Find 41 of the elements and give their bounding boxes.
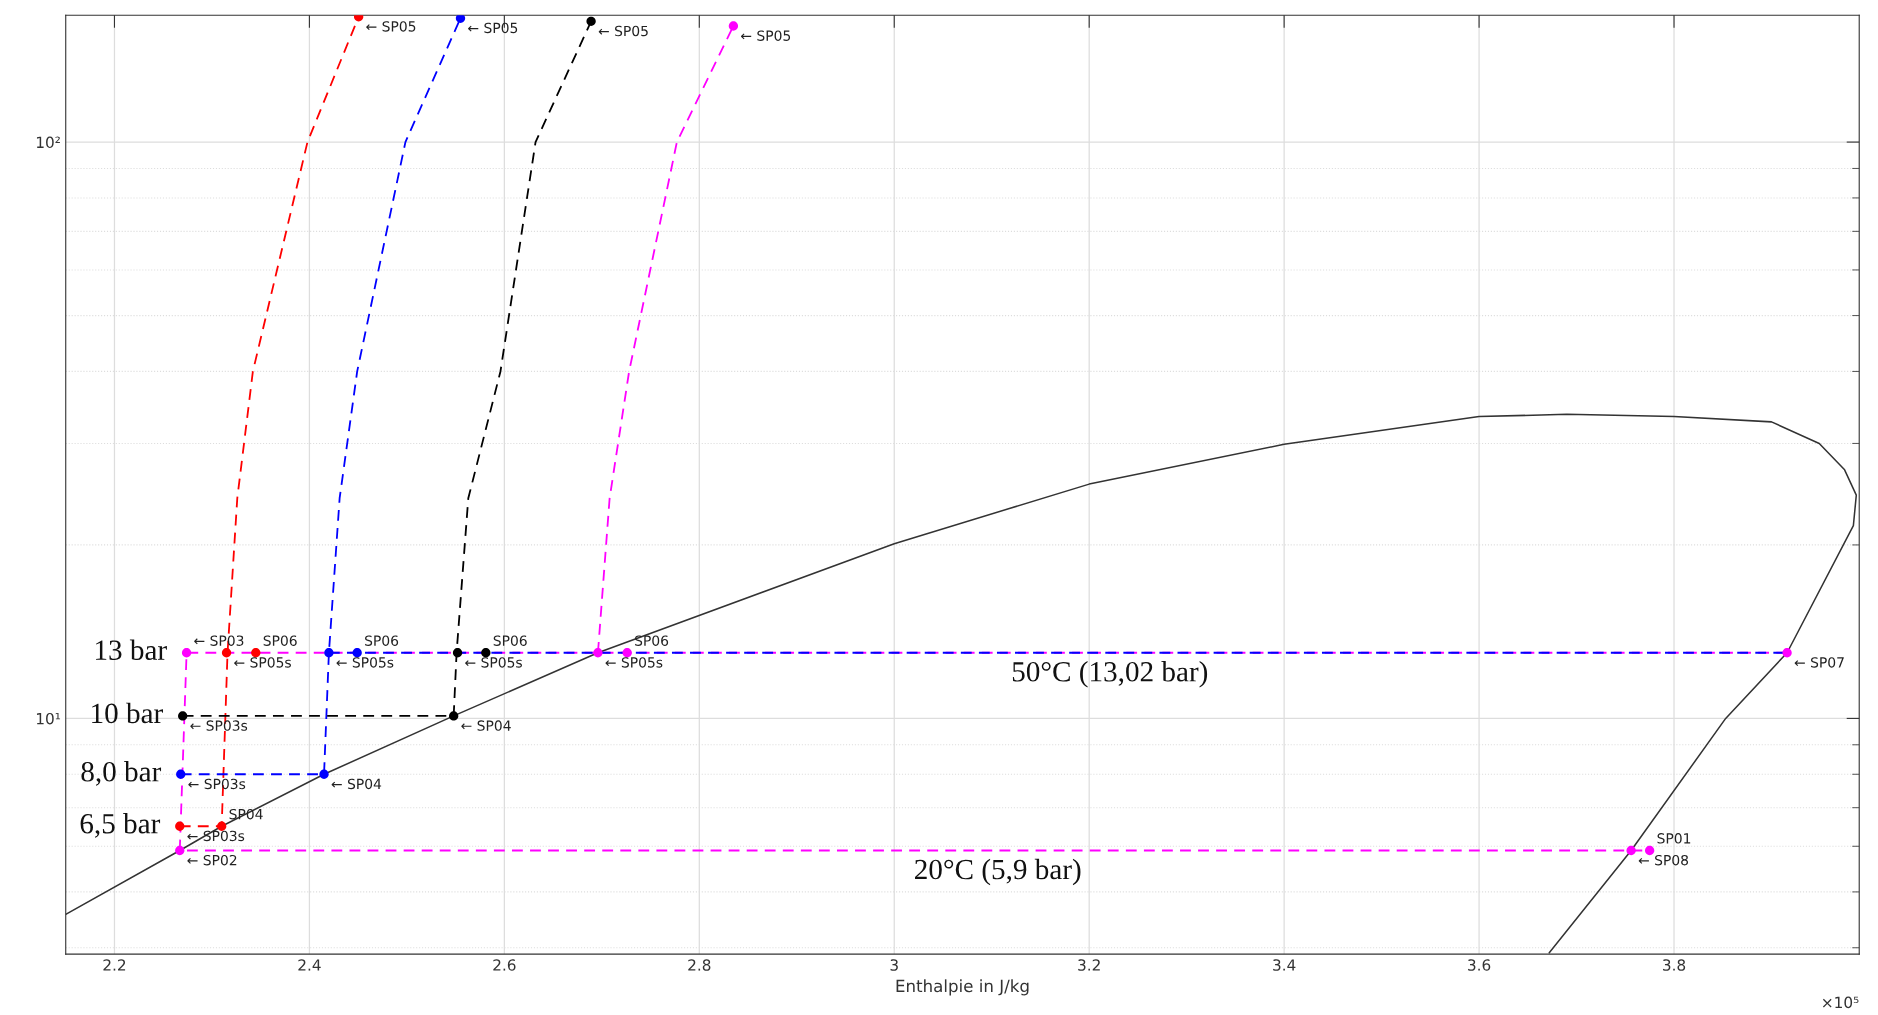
x-tick-label: 3.6	[1468, 959, 1491, 971]
data-label: SP01	[1657, 833, 1691, 844]
annotation: 20°C (5,9 bar)	[915, 858, 1081, 886]
data-label: ← SP08	[1638, 854, 1689, 866]
data-label: ← SP03s	[188, 778, 246, 790]
data-label: ← SP07	[1794, 657, 1844, 668]
data-label: SP06	[263, 635, 297, 646]
x-tick-label: 2.6	[493, 959, 516, 971]
x-tick-label: 3	[890, 959, 898, 971]
x-tick-label: 2.8	[688, 959, 711, 971]
x-tick-label: 3.4	[1273, 959, 1296, 971]
data-label: ← SP05s	[605, 657, 663, 668]
data-label: ← SP03	[194, 635, 244, 646]
x-tick-label: 2.2	[103, 959, 126, 971]
data-label: ← SP05	[366, 21, 416, 32]
annotation: 50°C (13,02 bar)	[1012, 661, 1208, 688]
data-label: ← SP02	[187, 854, 237, 866]
data-label: SP06	[365, 635, 399, 646]
y-tick-label: 10¹	[36, 712, 61, 725]
x-tick-label: 3.8	[1663, 959, 1686, 971]
data-label: ← SP05	[598, 25, 648, 37]
annotation: 13 bar	[96, 639, 167, 661]
data-label: ← SP05	[741, 30, 791, 41]
x-axis-title: Enthalpie in J/kg	[896, 979, 1029, 996]
data-label: SP06	[635, 635, 669, 646]
data-label: SP06	[493, 635, 527, 646]
data-label: ← SP05	[468, 22, 518, 34]
data-label: ← SP05s	[234, 657, 291, 668]
annotation: 8,0 bar	[81, 761, 162, 786]
data-label: ← SP05s	[465, 657, 522, 668]
data-label: ← SP03s	[187, 830, 245, 842]
data-label: ← SP03s	[190, 720, 248, 731]
data-label: ← SP05s	[336, 657, 394, 668]
y-tick-label: 10²	[36, 136, 60, 149]
annotation: 6,5 bar	[80, 813, 161, 838]
data-label: ← SP04	[331, 778, 382, 790]
x-tick-label: 3.2	[1078, 959, 1100, 971]
x-tick-label: 2.4	[298, 959, 321, 971]
annotation: 10 bar	[92, 702, 163, 724]
data-label: ← SP04	[461, 720, 511, 731]
text: ×10⁵	[1822, 996, 1859, 1009]
